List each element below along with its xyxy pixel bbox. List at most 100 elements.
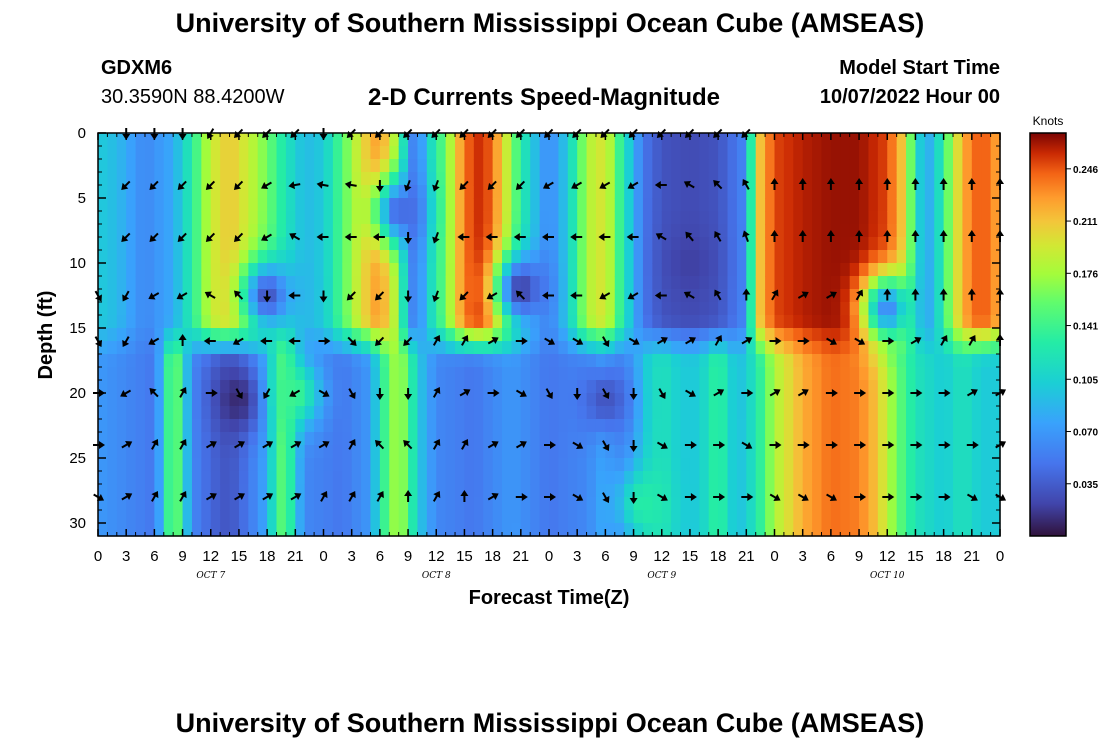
x-tick-label: 0 (996, 548, 1004, 565)
heatmap-cell (943, 289, 954, 303)
heatmap-cell (812, 484, 823, 498)
heatmap-cell (812, 263, 823, 277)
heatmap-cell (502, 328, 513, 342)
heatmap-cell (680, 523, 691, 537)
heatmap-cell (981, 484, 992, 498)
heatmap-cell (671, 159, 682, 173)
heatmap-cell (906, 380, 917, 394)
heatmap-cell (624, 445, 635, 459)
heatmap-cell (351, 432, 362, 446)
heatmap-cell (229, 133, 240, 147)
heatmap-cell (774, 458, 785, 472)
heatmap-cell (436, 445, 447, 459)
heatmap-cell (276, 159, 287, 173)
heatmap-cell (896, 328, 907, 342)
heatmap-cell (464, 289, 475, 303)
heatmap-cell (426, 406, 437, 420)
heatmap-cell (173, 276, 184, 290)
heatmap-cell (586, 198, 597, 212)
heatmap-cell (755, 354, 766, 368)
heatmap-cell (455, 419, 466, 433)
heatmap-cell (577, 406, 588, 420)
heatmap-cell (868, 432, 879, 446)
heatmap-cell (624, 458, 635, 472)
heatmap-cell (436, 419, 447, 433)
heatmap-cell (736, 198, 747, 212)
heatmap-cell (680, 328, 691, 342)
heatmap-cell (295, 419, 306, 433)
heatmap-cell (924, 341, 935, 355)
heatmap-cell (135, 380, 146, 394)
heatmap-cell (661, 445, 672, 459)
heatmap-cell (924, 393, 935, 407)
heatmap-cell (868, 263, 879, 277)
heatmap-cell (332, 419, 343, 433)
heatmap-cell (577, 419, 588, 433)
current-arrow (855, 230, 864, 242)
heatmap-cell (896, 406, 907, 420)
heatmap-cell (295, 432, 306, 446)
heatmap-cell (877, 328, 888, 342)
heatmap-cell (191, 510, 202, 524)
heatmap-cell (455, 133, 466, 147)
heatmap-cell (755, 159, 766, 173)
heatmap-cell (962, 406, 973, 420)
heatmap-cell (990, 224, 1001, 238)
heatmap-cell (370, 471, 381, 485)
current-arrow (798, 178, 807, 190)
heatmap-cell (859, 211, 870, 225)
heatmap-cell (154, 341, 165, 355)
heatmap-cell (868, 510, 879, 524)
heatmap-cell (981, 445, 992, 459)
current-arrow (260, 337, 273, 345)
x-tick-label: 21 (287, 548, 304, 565)
heatmap-cell (257, 250, 268, 264)
heatmap-cell (154, 406, 165, 420)
heatmap-cell (389, 172, 400, 186)
heatmap-cell (126, 211, 137, 225)
heatmap-cell (783, 341, 794, 355)
heatmap-cell (549, 367, 559, 381)
current-arrow (854, 493, 867, 501)
current-arrow (602, 492, 610, 504)
current-arrow (403, 440, 413, 450)
heatmap-cell (802, 380, 813, 394)
heatmap-cell (699, 328, 710, 342)
heatmap-cell (915, 393, 926, 407)
heatmap-cell (361, 302, 372, 316)
heatmap-cell (154, 250, 165, 264)
heatmap-cell (323, 250, 334, 264)
heatmap-cell (586, 484, 597, 498)
heatmap-cell (267, 263, 278, 277)
current-arrow (742, 230, 750, 243)
heatmap-cell (238, 458, 249, 472)
heatmap-cell (238, 237, 249, 251)
heatmap-cell (464, 224, 475, 238)
heatmap-cell (783, 146, 794, 160)
heatmap-cell (426, 250, 437, 264)
heatmap-cell (530, 146, 541, 160)
heatmap-cell (859, 159, 870, 173)
heatmap-cell (924, 237, 935, 251)
heatmap-cell (464, 432, 475, 446)
heatmap-cell (163, 419, 174, 433)
heatmap-cell (577, 393, 588, 407)
heatmap-cell (849, 289, 860, 303)
heatmap-cell (135, 289, 146, 303)
heatmap-cell (276, 302, 287, 316)
heatmap-cell (191, 471, 202, 485)
heatmap-cell (840, 510, 851, 524)
heatmap-cell (953, 146, 964, 160)
heatmap-cell (389, 198, 400, 212)
heatmap-cell (98, 224, 108, 238)
heatmap-cell (285, 341, 296, 355)
heatmap-cell (361, 341, 372, 355)
heatmap-cell (924, 211, 935, 225)
heatmap-cell (962, 133, 973, 147)
heatmap-cell (924, 497, 935, 511)
heatmap-cell (267, 393, 278, 407)
heatmap-cell (116, 380, 127, 394)
heatmap-cell (558, 510, 569, 524)
current-arrow (235, 388, 243, 400)
heatmap-cell (962, 289, 973, 303)
